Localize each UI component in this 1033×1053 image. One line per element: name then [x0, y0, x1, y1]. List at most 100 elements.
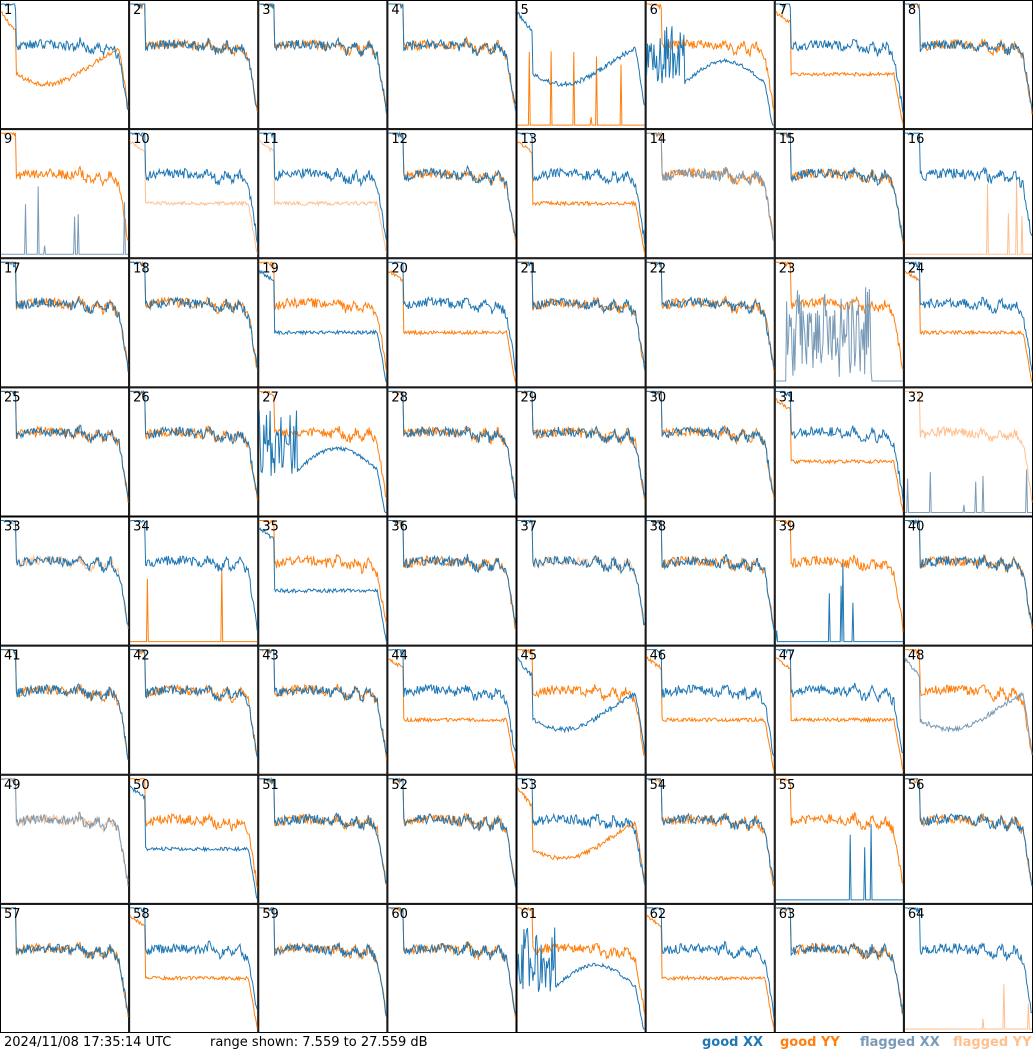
panel-8: 8 — [903, 0, 1033, 130]
panel-label: 29 — [521, 390, 538, 405]
xx-good-trace — [259, 132, 387, 241]
panel-frame — [387, 774, 517, 904]
panel-26: 26 — [129, 387, 259, 517]
panel-label: 19 — [262, 261, 279, 276]
panel-3: 3 — [258, 0, 388, 130]
panel-frame — [0, 645, 130, 775]
yy-good-trace — [130, 777, 258, 889]
panel-frame — [903, 387, 1033, 517]
panel-frame — [129, 645, 259, 775]
yy-good-trace — [646, 261, 775, 373]
yy-good-trace — [775, 520, 904, 632]
yy-good-trace — [775, 777, 904, 885]
panel-label: 25 — [4, 390, 21, 405]
panel-label: 6 — [650, 3, 658, 18]
panel-frame — [903, 903, 1033, 1033]
panel-frame — [258, 645, 388, 775]
panel-label: 33 — [4, 520, 21, 535]
xx-good-trace — [775, 3, 904, 113]
panel-label: 24 — [908, 261, 925, 276]
panel-19: 19 — [258, 258, 388, 388]
panel-35: 35 — [258, 516, 388, 646]
yy-good-trace — [387, 270, 516, 384]
panel-20: 20 — [387, 258, 517, 388]
panel-62: 62 — [645, 903, 775, 1033]
xx-good-trace — [646, 26, 774, 126]
xx-good-trace — [259, 649, 387, 755]
panel-29: 29 — [516, 387, 646, 517]
panel-frame — [129, 0, 259, 130]
xx-good-trace — [517, 261, 646, 371]
legend-flagged-yy: flagged YY — [953, 1035, 1032, 1050]
panel-37: 37 — [516, 516, 646, 646]
panel-58: 58 — [129, 903, 259, 1033]
xx-good-trace — [775, 132, 904, 239]
panel-38: 38 — [645, 516, 775, 646]
panel-label: 18 — [133, 261, 150, 276]
xx-good-trace — [775, 824, 903, 901]
panel-label: 61 — [521, 907, 538, 922]
xx-good-trace — [258, 410, 387, 513]
panel-label: 47 — [779, 649, 796, 664]
panel-label: 63 — [779, 907, 796, 922]
panel-28: 28 — [387, 387, 517, 517]
timestamp: 2024/11/08 17:35:14 UTC — [4, 1035, 172, 1050]
panel-frame — [0, 774, 130, 904]
panel-frame — [516, 387, 646, 517]
panel-label: 49 — [4, 778, 21, 793]
xx-good-trace — [517, 657, 646, 754]
panel-44: 44 — [387, 645, 517, 775]
panel-14: 14 — [645, 129, 775, 259]
panel-49: 49 — [0, 774, 130, 904]
xx-good-trace — [388, 907, 516, 1014]
xx-good-trace — [388, 261, 516, 374]
xx-good-trace — [517, 777, 646, 885]
yy-good-trace — [646, 777, 775, 887]
panel-frame — [258, 774, 388, 904]
panel-frame — [774, 903, 904, 1033]
xx-good-trace — [775, 648, 904, 754]
panel-frame — [258, 516, 388, 646]
xx-good-trace — [517, 390, 646, 497]
xx-good-trace — [517, 132, 646, 245]
panel-label: 12 — [391, 132, 408, 147]
xx-good-trace — [388, 520, 516, 626]
panel-frame — [903, 129, 1033, 259]
panel-frame — [387, 645, 517, 775]
footer: 2024/11/08 17:35:14 UTC range shown: 7.5… — [0, 1033, 1033, 1053]
panel-frame — [129, 258, 259, 388]
yy-good-trace — [517, 141, 646, 255]
panel-label: 42 — [133, 649, 150, 664]
panel-label: 38 — [650, 520, 667, 535]
panel-frame — [516, 129, 646, 259]
xx-good-trace — [517, 519, 646, 626]
panel-52: 52 — [387, 774, 517, 904]
xx-good-trace — [258, 527, 387, 642]
panel-63: 63 — [774, 903, 904, 1033]
panel-label: 64 — [908, 907, 925, 922]
xx-flagged-trace — [0, 778, 129, 887]
panel-frame — [516, 516, 646, 646]
panel-label: 53 — [521, 778, 538, 793]
panel-32: 32 — [903, 387, 1033, 517]
panel-45: 45 — [516, 645, 646, 775]
xx-good-trace — [904, 906, 1033, 1014]
legend-good-xx: good XX — [702, 1035, 764, 1050]
yy-flagged-trace — [904, 176, 1032, 255]
panel-60: 60 — [387, 903, 517, 1033]
panel-frame — [0, 387, 130, 517]
xx-good-trace — [904, 132, 1033, 237]
yy-good-trace — [259, 519, 387, 624]
panel-frame — [903, 0, 1033, 130]
panel-frame — [387, 387, 517, 517]
panel-31: 31 — [774, 387, 904, 517]
panel-frame — [903, 645, 1033, 775]
panel-label: 13 — [521, 132, 538, 147]
panel-label: 3 — [262, 3, 270, 18]
panel-frame — [0, 0, 130, 130]
yy-good-trace — [259, 261, 387, 371]
xx-flagged-trace — [1, 186, 129, 255]
panel-label: 52 — [391, 778, 408, 793]
panel-frame — [258, 129, 388, 259]
